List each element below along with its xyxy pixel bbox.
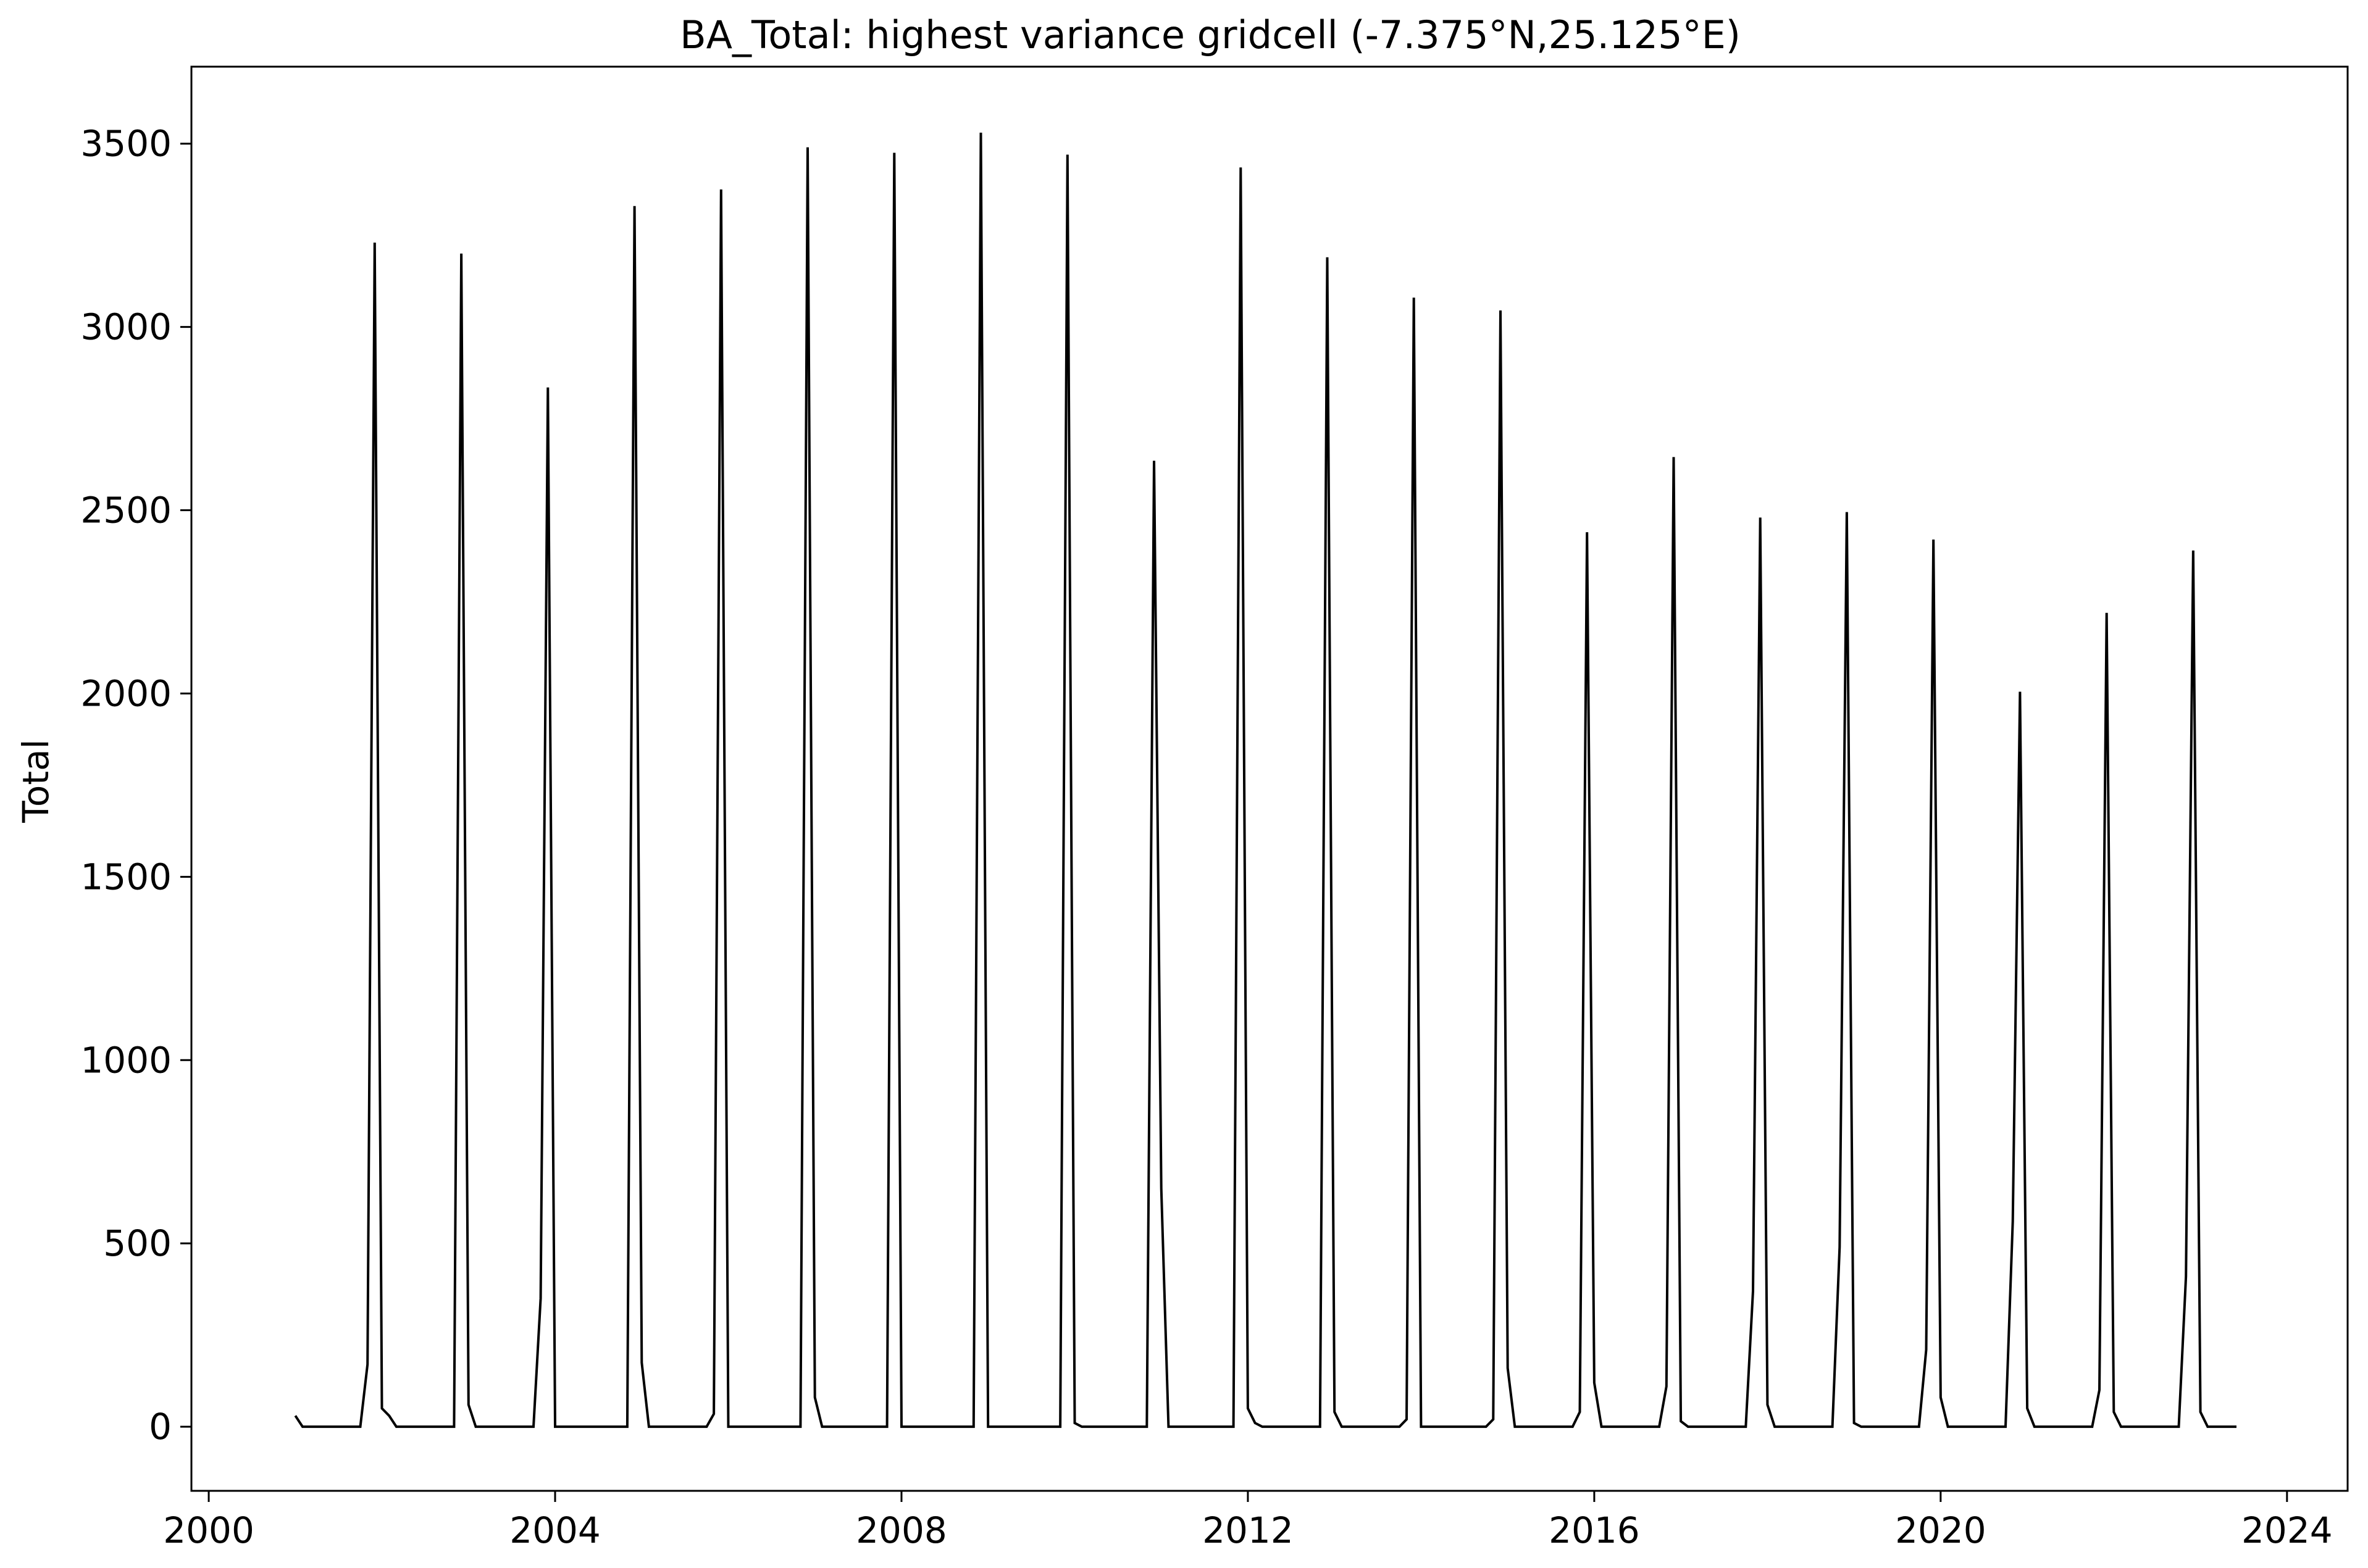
x-tick-label: 2000 (163, 1509, 254, 1551)
plot-frame (190, 65, 2349, 1492)
x-tick-label: 2008 (856, 1509, 947, 1551)
chart-title: BA_Total: highest variance gridcell (-7.… (680, 12, 1741, 57)
y-tick-label: 2500 (80, 490, 172, 532)
x-tick-label: 2004 (509, 1509, 601, 1551)
y-tick-label: 3000 (80, 306, 172, 348)
y-axis-label: Total (15, 739, 57, 823)
y-tick-label: 500 (103, 1222, 172, 1264)
y-tick-label: 2000 (80, 672, 172, 714)
x-tick-label: 2024 (2241, 1509, 2333, 1551)
plot-area (294, 132, 2236, 1428)
y-tick-label: 3500 (80, 123, 172, 165)
x-tick-label: 2016 (1549, 1509, 1640, 1551)
y-tick-label: 0 (149, 1406, 172, 1448)
x-tick-label: 2020 (1895, 1509, 1986, 1551)
series-line-0 (294, 132, 2236, 1428)
x-tick-label: 2012 (1202, 1509, 1294, 1551)
axis-ticks: 2000 2004 2008 2012 2016 2020 2024 0 500 1000 1500… (80, 123, 2332, 1551)
y-tick-label: 1500 (80, 856, 172, 898)
y-tick-label: 1000 (80, 1039, 172, 1081)
